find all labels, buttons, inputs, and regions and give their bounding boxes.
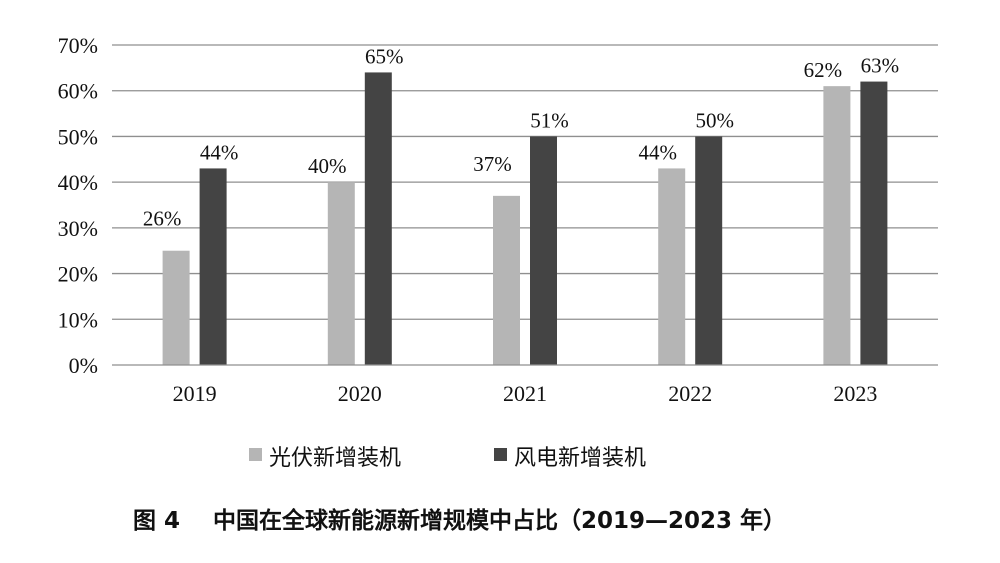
x-tick-label: 2021: [503, 381, 547, 406]
y-tick-label: 20%: [58, 262, 98, 287]
bar-solar-2023: [823, 86, 851, 366]
data-label-wind-2019: 44%: [200, 140, 239, 164]
data-label-solar-2023: 62%: [804, 58, 843, 82]
x-tick-label: 2023: [833, 381, 877, 406]
legend-swatch-wind: [494, 448, 507, 461]
data-labels: 26% 44% 40% 65% 37% 51% 44% 50% 62% 63%: [143, 44, 899, 230]
x-tick-label: 2020: [338, 381, 382, 406]
bar-solar-2019: [162, 250, 190, 365]
data-label-wind-2022: 50%: [695, 108, 734, 132]
x-tick-label: 2022: [668, 381, 712, 406]
bar-wind-2023: [860, 81, 888, 366]
bar-solar-2021: [493, 195, 520, 365]
bar-wind-2021: [530, 136, 557, 365]
y-tick-label: 0%: [69, 353, 98, 378]
data-label-wind-2020: 65%: [365, 44, 404, 68]
figure-title: 中国在全球新能源新增规模中占比（2019—2023 年）: [213, 507, 786, 534]
legend-swatch-solar: [249, 448, 262, 461]
data-label-solar-2020: 40%: [308, 154, 347, 178]
data-label-solar-2022: 44%: [638, 140, 677, 164]
bars: [162, 72, 888, 366]
data-label-wind-2023: 63%: [861, 54, 900, 78]
bar-solar-2020: [327, 182, 355, 365]
legend: 光伏新增装机 风电新增装机: [249, 446, 646, 471]
y-tick-label: 60%: [58, 79, 98, 104]
bar-wind-2022: [695, 136, 723, 365]
legend-label-wind: 风电新增装机: [514, 446, 646, 471]
y-tick-label: 70%: [58, 33, 98, 58]
data-label-solar-2019: 26%: [143, 207, 182, 231]
bar-wind-2019: [199, 168, 227, 365]
x-axis-tick-labels: 2019 2020 2021 2022 2023: [173, 381, 878, 406]
y-tick-label: 30%: [58, 216, 98, 241]
y-tick-label: 10%: [58, 307, 98, 332]
gridlines: [112, 44, 938, 320]
bar-wind-2020: [364, 72, 392, 365]
y-tick-label: 40%: [58, 170, 98, 195]
x-tick-label: 2019: [173, 381, 217, 406]
bar-solar-2022: [658, 168, 686, 365]
data-label-solar-2021: 37%: [473, 152, 512, 176]
y-axis-tick-labels: 0% 10% 20% 30% 40% 50% 60% 70%: [58, 33, 98, 378]
figure-number: 图 4: [133, 508, 180, 534]
figure-caption: 图 4 中国在全球新能源新增规模中占比（2019—2023 年）: [133, 507, 786, 534]
legend-label-solar: 光伏新增装机: [269, 446, 401, 471]
y-tick-label: 50%: [58, 124, 98, 149]
data-label-wind-2021: 51%: [530, 108, 569, 132]
